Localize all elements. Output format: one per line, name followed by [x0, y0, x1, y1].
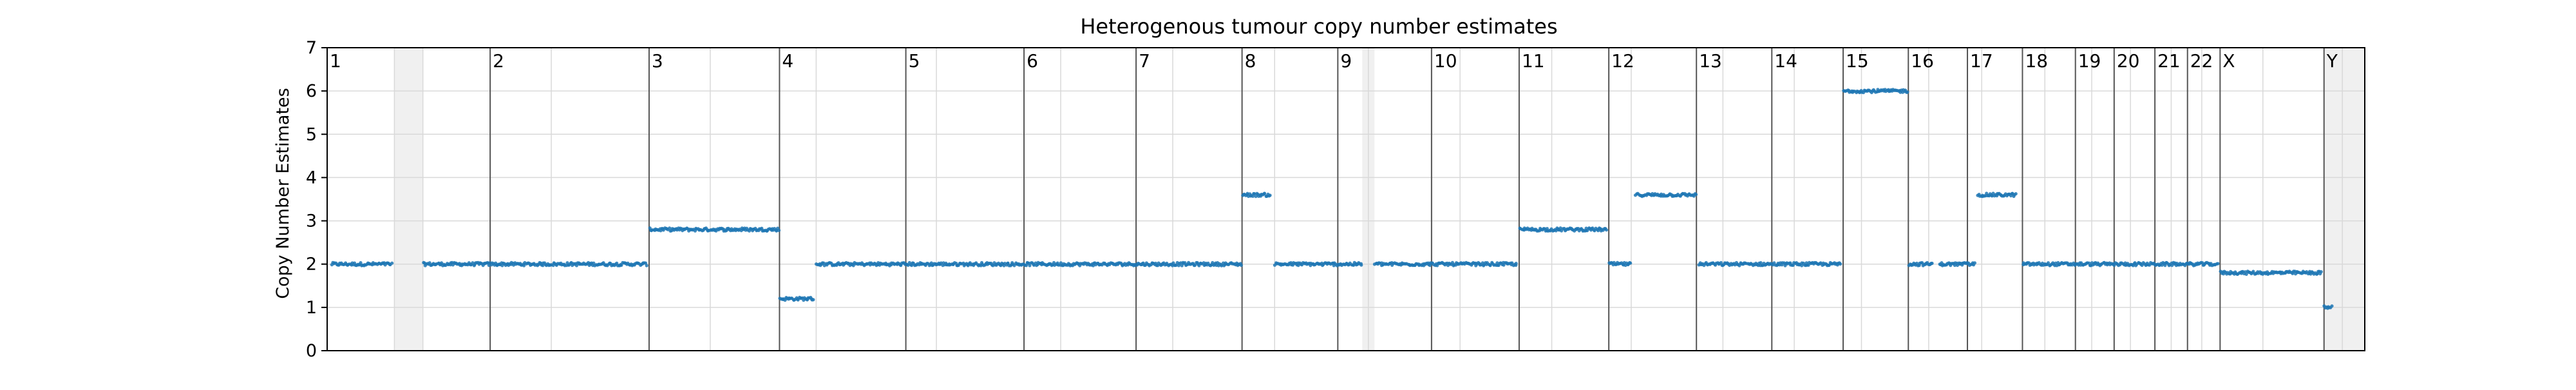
chromosome-label-15: 15	[1846, 50, 1869, 72]
data-point	[1806, 263, 1810, 267]
data-point	[1800, 264, 1804, 268]
chromosome-label-6: 6	[1027, 50, 1038, 72]
data-point	[1174, 263, 1178, 267]
data-point	[1253, 192, 1256, 196]
chromosome-label-13: 13	[1699, 50, 1722, 72]
chromosome-label-3: 3	[652, 50, 663, 72]
data-point	[643, 261, 648, 265]
data-point	[1906, 90, 1909, 94]
y-tick-label: 3	[306, 211, 317, 231]
data-point	[811, 298, 815, 302]
chromosome-label-18: 18	[2025, 50, 2048, 72]
data-point	[1059, 261, 1063, 265]
data-point	[1180, 264, 1184, 268]
chromosome-boundary-layer	[489, 48, 2325, 351]
data-point	[1262, 191, 1267, 195]
gap-shade-region	[394, 48, 423, 351]
chromosome-label-x: X	[2222, 50, 2235, 72]
data-point	[359, 261, 363, 265]
data-point	[2251, 269, 2255, 273]
y-tick-label: 7	[306, 38, 317, 58]
chromosome-label-4: 4	[782, 50, 793, 72]
data-point	[2046, 261, 2050, 265]
chromosome-label-2: 2	[493, 50, 504, 72]
y-tick-label: 0	[306, 341, 317, 361]
data-point	[1359, 263, 1363, 267]
chromosome-label-10: 10	[1434, 50, 1457, 72]
y-tick-label: 1	[306, 298, 317, 318]
data-point	[2216, 262, 2220, 266]
data-point	[1694, 193, 1698, 197]
data-point	[1251, 194, 1255, 198]
data-point	[522, 264, 526, 268]
chromosome-label-11: 11	[1522, 50, 1545, 72]
chromosome-label-19: 19	[2078, 50, 2101, 72]
chromosome-label-5: 5	[909, 50, 920, 72]
data-point	[1510, 261, 1514, 265]
chromosome-label-y: Y	[2326, 50, 2338, 72]
chromosome-label-21: 21	[2157, 50, 2181, 72]
data-point	[760, 226, 764, 230]
data-point	[1193, 263, 1197, 268]
chromosome-label-20: 20	[2117, 50, 2140, 72]
y-tick-label: 2	[306, 255, 317, 275]
data-point	[777, 228, 781, 232]
data-point	[1514, 262, 1518, 266]
chromosome-label-22: 22	[2190, 50, 2213, 72]
data-point	[1558, 226, 1562, 230]
chromosome-label-16: 16	[1911, 50, 1934, 72]
data-point	[574, 264, 579, 268]
chromosome-label-14: 14	[1774, 50, 1797, 72]
data-point	[1930, 261, 1934, 266]
data-point	[390, 261, 394, 265]
gridline-layer	[327, 48, 2365, 351]
chromosome-label-9: 9	[1340, 50, 1352, 72]
data-points-layer	[330, 88, 2334, 310]
data-point	[939, 261, 943, 265]
data-point	[1220, 264, 1224, 268]
gap-shade-region	[2324, 48, 2365, 351]
data-point	[1239, 263, 1243, 268]
data-point	[1012, 264, 1016, 268]
y-tick-label: 6	[306, 81, 317, 101]
data-point	[645, 264, 649, 268]
data-point	[2244, 272, 2248, 276]
gap-shading-layer	[394, 48, 2365, 351]
data-point	[2330, 304, 2334, 308]
data-point	[668, 226, 672, 230]
data-point	[440, 261, 444, 265]
chromosome-label-8: 8	[1245, 50, 1256, 72]
chromosome-label-7: 7	[1139, 50, 1150, 72]
chromosome-label-12: 12	[1611, 50, 1634, 72]
data-point	[1171, 264, 1175, 268]
data-point	[620, 263, 623, 267]
y-axis-label: Copy Number Estimates	[273, 88, 293, 298]
y-tick-label: 5	[306, 124, 317, 144]
data-point	[2014, 192, 2018, 196]
plot-frame	[327, 47, 2365, 351]
data-point	[1759, 261, 1763, 265]
data-point	[1973, 261, 1976, 265]
data-point	[1629, 261, 1633, 265]
data-point	[1268, 193, 1272, 197]
data-point	[1028, 264, 1032, 268]
y-tick-label: 4	[306, 168, 317, 188]
data-point	[1819, 261, 1823, 265]
data-point	[1990, 194, 1994, 198]
chromosome-label-layer: 1 2 3 4 5 6 7 8 9 10 11 12 13 14 15 16 17 18 19 20 21 22 X Y	[330, 50, 2338, 72]
data-point	[1839, 262, 1842, 266]
data-point	[1719, 260, 1723, 265]
chart-title: Heterogenous tumour copy number estimate…	[1080, 14, 1557, 39]
data-point	[906, 263, 910, 267]
data-point	[1488, 264, 1492, 268]
data-point	[1604, 228, 1609, 232]
data-point	[2163, 264, 2167, 268]
data-point	[2319, 270, 2323, 274]
chromosome-label-17: 17	[1970, 50, 1993, 72]
data-point	[796, 298, 800, 302]
chromosome-label-1: 1	[330, 50, 341, 72]
